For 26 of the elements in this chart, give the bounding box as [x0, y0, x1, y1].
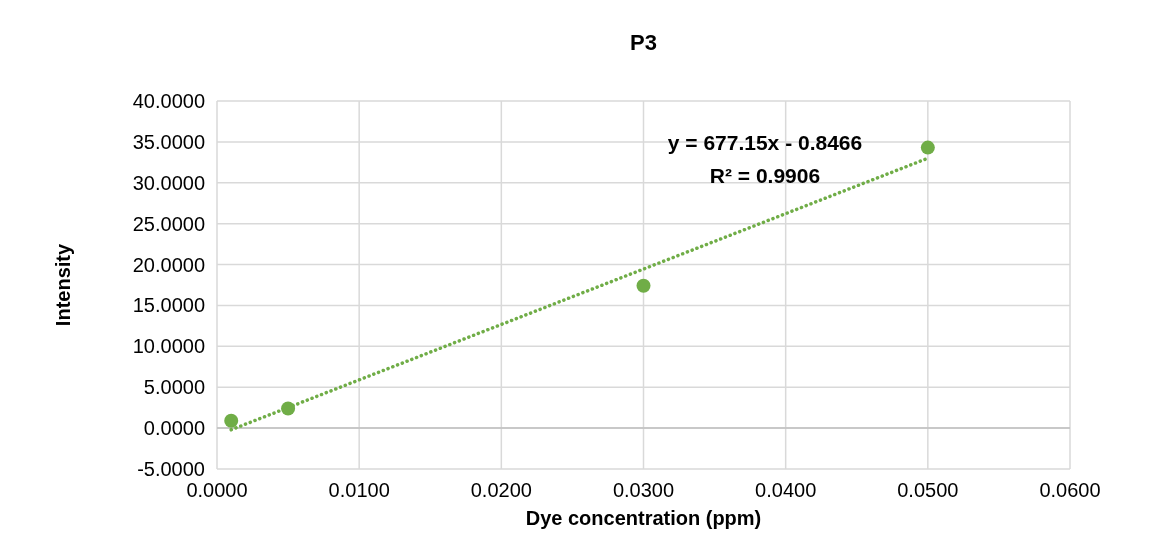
- point: [224, 413, 239, 428]
- y-tick-label: 30.0000: [132, 171, 205, 194]
- chart-title: P3: [630, 30, 657, 55]
- y-tick-label: 40.0000: [132, 90, 205, 112]
- x-tick-label: 0.0000: [186, 479, 248, 501]
- y-tick-label: 5.0000: [143, 376, 205, 399]
- x-tick-label: 0.0400: [755, 479, 817, 501]
- y-tick-label: 35.0000: [132, 130, 205, 153]
- y-tick-label: 0.0000: [143, 417, 205, 440]
- x-tick-label: 0.0100: [328, 479, 390, 501]
- annotation: R² = 0.9906: [709, 164, 821, 187]
- x-axis-title: Dye concentration (ppm): [525, 507, 762, 529]
- point: [281, 401, 296, 416]
- annotation: y = 677.15x - 0.8466: [667, 131, 863, 154]
- x-tick-label: 0.0200: [470, 479, 532, 501]
- point: [920, 140, 935, 155]
- y-tick-label: 10.0000: [132, 335, 205, 358]
- x-tick-label: 0.0300: [612, 479, 675, 501]
- x-tick-label: 0.0600: [1039, 479, 1101, 501]
- point: [636, 278, 651, 293]
- y-tick-label: 15.0000: [132, 294, 205, 317]
- x-tick-label: 0.0500: [897, 479, 959, 501]
- y-tick-label: -5.0000: [137, 458, 205, 480]
- y-axis-title: Intensity: [52, 243, 74, 327]
- y-tick-label: 25.0000: [132, 212, 205, 235]
- y-tick-label: 20.0000: [132, 253, 205, 276]
